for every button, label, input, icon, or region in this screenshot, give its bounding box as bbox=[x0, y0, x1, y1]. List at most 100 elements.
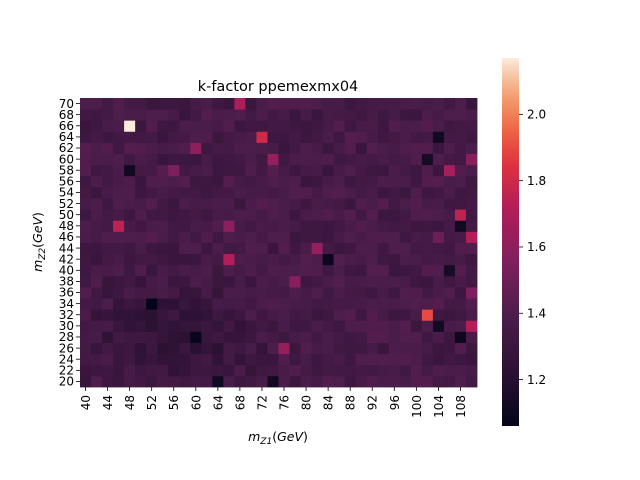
x-tick-label: 108 bbox=[454, 395, 468, 418]
heatmap-cell bbox=[135, 231, 147, 243]
heatmap-cell bbox=[223, 375, 235, 388]
heatmap-cell bbox=[135, 342, 147, 355]
heatmap-cell bbox=[344, 175, 357, 188]
heatmap-cell bbox=[399, 286, 412, 299]
heatmap-cell bbox=[454, 253, 467, 266]
heatmap-cell bbox=[432, 353, 445, 366]
heatmap-cell bbox=[179, 175, 191, 188]
heatmap-cell bbox=[267, 98, 279, 110]
heatmap-cell bbox=[102, 109, 114, 121]
heatmap-cell bbox=[146, 264, 158, 277]
heatmap-cell bbox=[113, 198, 125, 210]
heatmap-cell bbox=[377, 98, 390, 110]
heatmap-cell bbox=[91, 164, 103, 177]
heatmap-cell bbox=[333, 331, 346, 343]
heatmap-cell bbox=[443, 209, 456, 221]
heatmap-cell bbox=[432, 231, 445, 243]
heatmap-cell bbox=[223, 331, 235, 343]
colorbar-gradient bbox=[502, 58, 519, 426]
colorbar-tick-label: 2.0 bbox=[527, 108, 546, 122]
heatmap-cell bbox=[168, 342, 180, 355]
heatmap-cell bbox=[91, 309, 103, 321]
heatmap-cell bbox=[102, 153, 114, 166]
heatmap-cell bbox=[179, 98, 191, 110]
heatmap-cell bbox=[388, 186, 401, 199]
heatmap-cell bbox=[278, 309, 290, 321]
heatmap-cell bbox=[113, 298, 125, 310]
heatmap-cell bbox=[388, 109, 401, 121]
heatmap-cell bbox=[201, 309, 213, 321]
y-tick-label: 60 bbox=[59, 152, 74, 166]
heatmap-cell bbox=[311, 364, 324, 377]
heatmap-cell bbox=[168, 253, 180, 266]
heatmap-cell bbox=[454, 142, 467, 154]
heatmap-cell bbox=[146, 309, 158, 321]
heatmap-cell bbox=[388, 242, 401, 255]
heatmap-cell bbox=[212, 231, 224, 243]
heatmap-cell bbox=[179, 342, 191, 355]
heatmap-cell bbox=[190, 98, 202, 110]
heatmap-cell bbox=[300, 286, 312, 299]
heatmap-cell bbox=[377, 153, 390, 166]
heatmap-cell bbox=[267, 364, 279, 377]
heatmap-cell bbox=[344, 242, 357, 255]
heatmap-cell bbox=[355, 209, 368, 221]
heatmap-cell bbox=[322, 253, 335, 266]
heatmap-cell bbox=[124, 353, 136, 366]
heatmap-cell bbox=[212, 175, 224, 188]
heatmap-cell bbox=[399, 198, 412, 210]
heatmap-cell bbox=[300, 375, 312, 388]
heatmap-cell bbox=[245, 164, 257, 177]
heatmap-cell bbox=[355, 231, 368, 243]
heatmap-cell bbox=[146, 142, 158, 154]
x-tick-label: 64 bbox=[211, 395, 225, 410]
heatmap-cell bbox=[454, 286, 467, 299]
heatmap-cell bbox=[80, 198, 92, 210]
heatmap-cell bbox=[454, 242, 467, 255]
heatmap-cell bbox=[289, 142, 301, 154]
heatmap-cell bbox=[190, 275, 202, 288]
heatmap-cell bbox=[454, 264, 467, 277]
heatmap-cell bbox=[212, 364, 224, 377]
heatmap-cell bbox=[234, 142, 246, 154]
heatmap-cell bbox=[432, 275, 445, 288]
heatmap-cell bbox=[278, 253, 290, 266]
heatmap-cell bbox=[267, 286, 279, 299]
heatmap-cell bbox=[102, 164, 114, 177]
heatmap-cell bbox=[168, 153, 180, 166]
heatmap-cell bbox=[289, 298, 301, 310]
heatmap-cell bbox=[443, 131, 456, 143]
heatmap-cell bbox=[113, 120, 125, 132]
heatmap-cell bbox=[443, 231, 456, 243]
heatmap-cell bbox=[465, 120, 478, 132]
heatmap-cell bbox=[465, 175, 478, 188]
heatmap-cell bbox=[245, 198, 257, 210]
heatmap-cell bbox=[278, 164, 290, 177]
heatmap-cell bbox=[388, 253, 401, 266]
heatmap-cell bbox=[311, 331, 324, 343]
heatmap-cell bbox=[421, 109, 434, 121]
heatmap-cell bbox=[168, 164, 180, 177]
heatmap-cell bbox=[102, 220, 114, 232]
heatmap-cell bbox=[399, 142, 412, 154]
heatmap-cell bbox=[311, 198, 324, 210]
heatmap-cell bbox=[179, 186, 191, 199]
heatmap-cell bbox=[91, 242, 103, 255]
heatmap-cell bbox=[245, 242, 257, 255]
y-tick-label: 48 bbox=[59, 219, 74, 233]
heatmap-cell bbox=[223, 186, 235, 199]
heatmap-cell bbox=[146, 131, 158, 143]
heatmap-cell bbox=[344, 298, 357, 310]
heatmap-cell bbox=[322, 309, 335, 321]
x-tick-label: 68 bbox=[233, 395, 247, 410]
heatmap-cell bbox=[212, 320, 224, 332]
heatmap-cell bbox=[278, 364, 290, 377]
heatmap-cell bbox=[377, 320, 390, 332]
heatmap-cell bbox=[388, 275, 401, 288]
heatmap-cell bbox=[190, 131, 202, 143]
heatmap-cell bbox=[102, 131, 114, 143]
heatmap-cell bbox=[212, 220, 224, 232]
heatmap-cell bbox=[80, 375, 92, 388]
heatmap-cell bbox=[322, 120, 335, 132]
